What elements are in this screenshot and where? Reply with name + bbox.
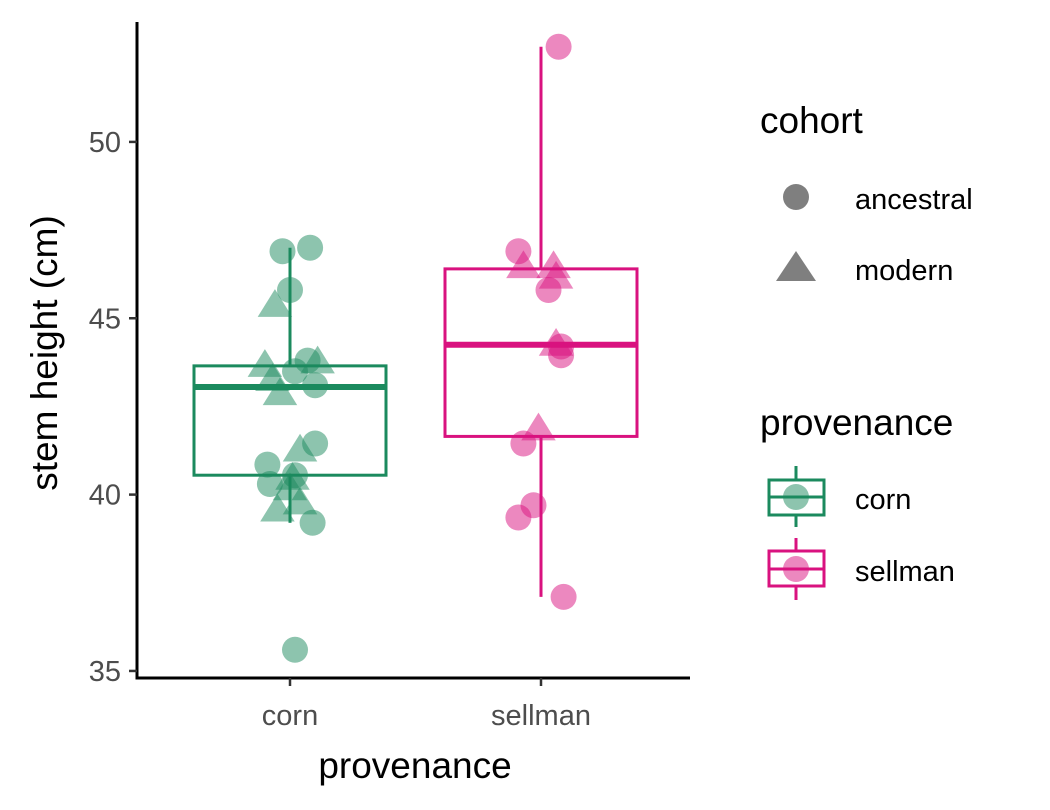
legend-key-sellman-icon <box>767 538 826 600</box>
x-tick-label-sellman: sellman <box>491 700 591 732</box>
legend-label-corn: corn <box>855 484 911 516</box>
data-point-corn-modern <box>282 433 318 462</box>
box-corn <box>192 364 388 477</box>
box-layer <box>192 46 639 597</box>
y-tick-label: 45 <box>89 303 121 335</box>
data-point-corn-modern <box>262 377 298 406</box>
data-point-sellman-modern <box>521 412 556 441</box>
y-tick-label: 50 <box>89 127 121 159</box>
legend-label-ancestral: ancestral <box>855 184 973 216</box>
legend-key-modern-triangle-icon <box>776 251 816 281</box>
y-tick-label: 40 <box>89 480 121 512</box>
data-point-sellman-ancestral <box>550 583 577 610</box>
data-point-corn-ancestral <box>299 509 326 536</box>
legend-title-cohort: cohort <box>760 100 864 141</box>
data-point-corn-ancestral <box>269 238 296 265</box>
data-point-corn-modern <box>257 289 293 317</box>
y-tick-label: 35 <box>89 656 121 688</box>
legend-key-ancestral-circle-icon <box>783 184 809 210</box>
data-points <box>247 33 577 663</box>
data-point-corn-ancestral <box>282 636 308 663</box>
data-point-sellman-ancestral <box>545 33 572 60</box>
data-point-sellman-modern <box>538 260 574 289</box>
data-point-sellman-ancestral <box>505 504 532 531</box>
legend-title-provenance: provenance <box>760 402 953 443</box>
y-axis-title: stem height (cm) <box>24 215 65 491</box>
x-axis-title: provenance <box>318 745 511 786</box>
data-point-sellman-modern <box>506 250 541 279</box>
box-sellman <box>443 267 639 438</box>
data-point-corn-ancestral <box>254 451 281 478</box>
x-tick-label-corn: corn <box>262 700 318 732</box>
axes: 35 40 45 50 corn sellman <box>89 22 690 732</box>
legend-label-modern: modern <box>855 255 953 287</box>
data-point-corn-modern <box>260 493 295 522</box>
legend: cohort ancestral modern provenance corn … <box>760 100 973 600</box>
data-point-corn-ancestral <box>256 471 283 497</box>
data-point-corn-ancestral <box>297 234 324 261</box>
legend-label-sellman: sellman <box>855 556 955 588</box>
legend-key-corn-icon <box>767 466 826 527</box>
